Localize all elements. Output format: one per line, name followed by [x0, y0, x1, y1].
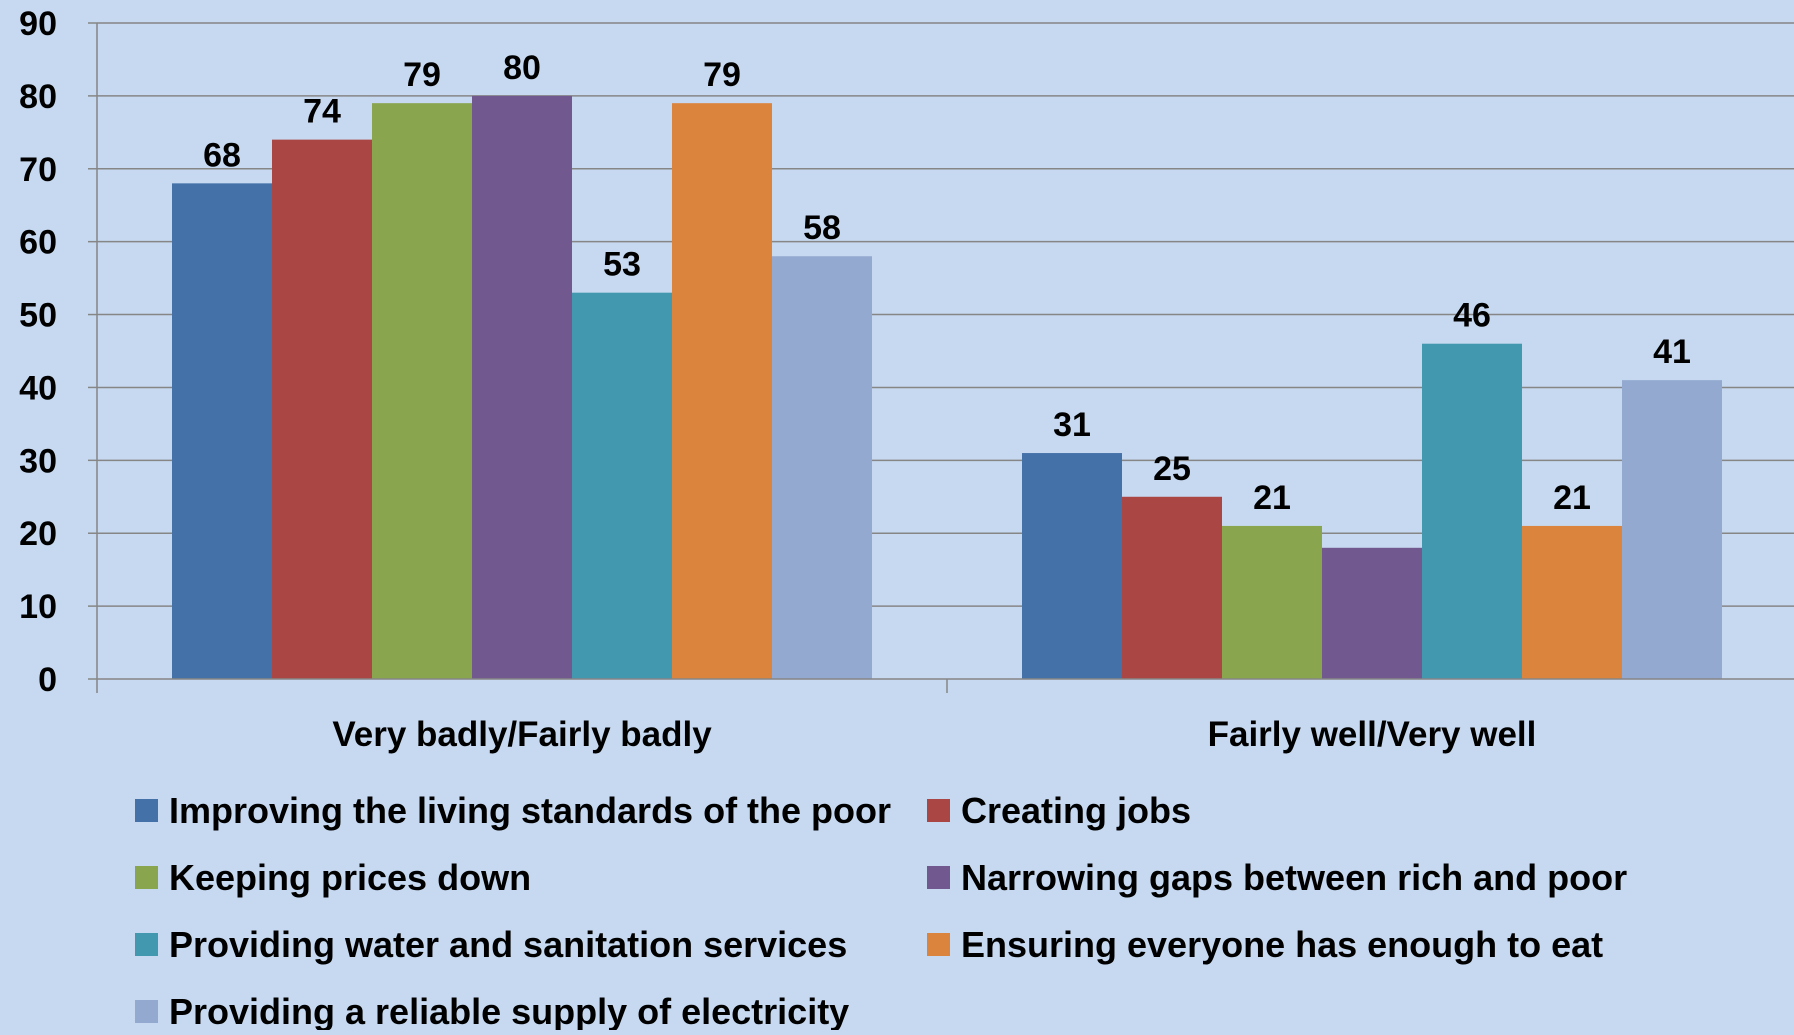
- legend-label: Creating jobs: [961, 790, 1191, 831]
- legend-item: Narrowing gaps between rich and poor: [927, 857, 1627, 898]
- legend-swatch: [135, 799, 158, 822]
- legend-item: Ensuring everyone has enough to eat: [927, 924, 1603, 965]
- data-label: 53: [603, 246, 641, 284]
- x-axis-category-labels: Very badly/Fairly badly Fairly well/Very …: [332, 715, 1536, 754]
- y-tick-label: 80: [19, 78, 57, 116]
- legend-label: Narrowing gaps between rich and poor: [961, 857, 1627, 898]
- y-tick-label: 90: [19, 5, 57, 43]
- y-tick-label: 40: [19, 369, 57, 407]
- legend-swatch: [135, 1000, 158, 1023]
- bars: [172, 95, 1722, 680]
- y-tick-label: 60: [19, 224, 57, 262]
- legend-swatch: [135, 866, 158, 889]
- axes: [88, 22, 1794, 693]
- data-label: 31: [1053, 406, 1091, 444]
- legend-swatch: [927, 933, 950, 956]
- y-tick-label: 10: [19, 588, 57, 626]
- y-tick-label: 0: [38, 661, 57, 699]
- bar: [1222, 525, 1322, 679]
- y-axis-tick-labels: 0 10 20 30 40 50 60 70 80 90: [19, 5, 57, 699]
- legend-item: Creating jobs: [927, 790, 1191, 831]
- legend-item: Keeping prices down: [135, 857, 531, 898]
- y-tick-label: 70: [19, 151, 57, 189]
- bar: [472, 95, 572, 679]
- bar: [1622, 380, 1722, 679]
- legend-label: Providing a reliable supply of electrici…: [169, 991, 849, 1030]
- data-label: 41: [1653, 333, 1691, 371]
- bar: [772, 256, 872, 679]
- legend-item: Providing water and sanitation services: [135, 924, 847, 965]
- bar: [1522, 525, 1622, 679]
- y-tick-label: 20: [19, 515, 57, 553]
- bar: [272, 139, 372, 680]
- data-label: 46: [1453, 297, 1491, 335]
- data-label: 80: [503, 49, 541, 87]
- bar: [1322, 547, 1422, 679]
- data-label: 58: [803, 209, 841, 247]
- data-label: 68: [203, 136, 241, 174]
- bar: [572, 292, 672, 679]
- legend-swatch: [135, 933, 158, 956]
- bar: [372, 103, 472, 679]
- bar: [1422, 343, 1522, 679]
- x-category-label: Fairly well/Very well: [1208, 715, 1537, 754]
- data-labels: 68 31 74 25 79 21 80 53 46 79 21 58 41: [203, 49, 1691, 517]
- legend-label: Improving the living standards of the po…: [169, 790, 891, 831]
- legend-swatch: [927, 866, 950, 889]
- legend-item: Improving the living standards of the po…: [135, 790, 891, 831]
- data-label: 79: [703, 56, 741, 94]
- legend: Improving the living standards of the po…: [135, 790, 1627, 1032]
- data-label: 79: [403, 56, 441, 94]
- y-tick-label: 50: [19, 297, 57, 335]
- y-tick-label: 30: [19, 442, 57, 480]
- x-category-label: Very badly/Fairly badly: [332, 715, 712, 754]
- data-label: 21: [1253, 479, 1291, 517]
- legend-label: Providing water and sanitation services: [169, 924, 847, 965]
- legend-label: Keeping prices down: [169, 857, 531, 898]
- data-label: 21: [1553, 479, 1591, 517]
- data-label: 74: [303, 93, 341, 131]
- legend-label: Ensuring everyone has enough to eat: [961, 924, 1603, 965]
- bar: [672, 103, 772, 679]
- legend-item: Providing a reliable supply of electrici…: [135, 991, 849, 1032]
- bar: [172, 183, 272, 679]
- legend-swatch: [927, 799, 950, 822]
- bar: [1122, 496, 1222, 679]
- bar: [1022, 453, 1122, 679]
- data-label: 25: [1153, 450, 1191, 488]
